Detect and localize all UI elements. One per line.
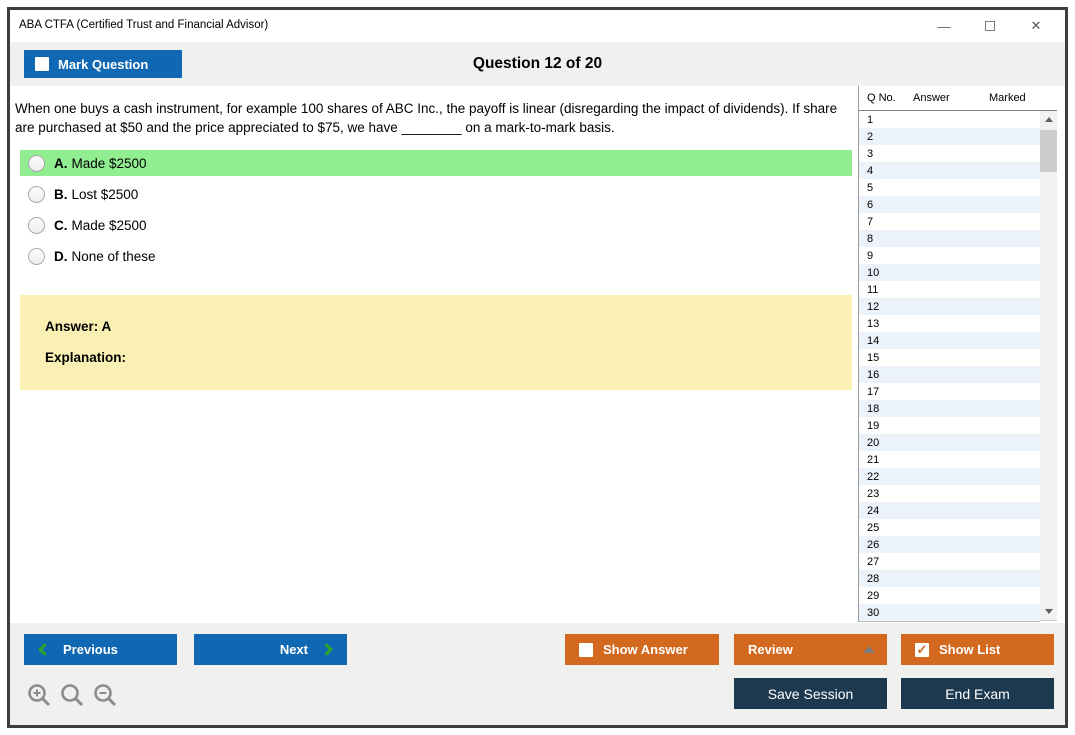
question-list-row[interactable]: 29: [867, 589, 880, 602]
footer-bar: Previous Next Show Answer Review ✓ Show …: [10, 623, 1065, 725]
question-list-row[interactable]: 17: [867, 385, 880, 398]
window-title: ABA CTFA (Certified Trust and Financial …: [19, 19, 269, 31]
options-list: A. Made $2500 B. Lost $2500 C. Made $2500 D. No…: [20, 150, 852, 274]
question-list-row[interactable]: 21: [867, 453, 880, 466]
main-area: When one buys a cash instrument, for exa…: [10, 86, 1065, 623]
review-button[interactable]: Review: [734, 634, 887, 665]
question-list-row[interactable]: 19: [867, 419, 880, 432]
answer-option[interactable]: C. Made $2500: [20, 212, 852, 238]
mark-question-checkbox[interactable]: [35, 57, 49, 71]
question-panel: When one buys a cash instrument, for exa…: [10, 86, 858, 623]
question-list-row[interactable]: 27: [867, 555, 880, 568]
option-label: A. Made $2500: [54, 155, 147, 171]
answer-option[interactable]: D. None of these: [20, 243, 852, 269]
question-list-row[interactable]: 20: [859, 434, 1040, 451]
maximize-icon: [985, 21, 995, 31]
show-list-checkbox[interactable]: ✓: [915, 642, 929, 657]
close-icon: ✕: [1030, 18, 1042, 33]
answer-text: Answer: A: [45, 319, 112, 334]
zoom-in-icon[interactable]: [26, 683, 52, 709]
scroll-up-icon[interactable]: [1040, 111, 1057, 128]
chevron-right-icon: [320, 643, 333, 656]
question-list-header: Q No. Answer Marked: [859, 86, 1057, 111]
option-label: D. None of these: [54, 248, 156, 264]
question-list-row[interactable]: 15: [867, 351, 880, 364]
col-marked: Marked: [989, 92, 1026, 104]
maximize-button[interactable]: [967, 10, 1013, 42]
question-text: When one buys a cash instrument, for exa…: [15, 101, 838, 136]
answer-explanation-box: Answer: A Explanation:: [20, 295, 852, 390]
close-button[interactable]: ✕: [1013, 10, 1059, 42]
chevron-left-icon: [38, 643, 51, 656]
zoom-out-icon[interactable]: [92, 683, 118, 709]
question-list-row[interactable]: 28: [859, 570, 1040, 587]
mark-question-button[interactable]: Mark Question: [24, 50, 182, 78]
scrollbar-thumb[interactable]: [1040, 130, 1057, 172]
zoom-reset-icon[interactable]: [59, 683, 85, 709]
option-label: C. Made $2500: [54, 217, 147, 233]
question-list-row[interactable]: 18: [859, 400, 1040, 417]
scroll-down-icon[interactable]: [1040, 603, 1057, 620]
question-list-row[interactable]: 6: [859, 196, 1040, 213]
question-list-row[interactable]: 30: [859, 604, 1040, 621]
next-button[interactable]: Next: [194, 634, 347, 665]
radio-button-icon[interactable]: [28, 154, 45, 172]
show-list-button[interactable]: ✓ Show List: [901, 634, 1054, 665]
end-exam-button[interactable]: End Exam: [901, 678, 1054, 709]
question-list-row[interactable]: 3: [867, 147, 874, 160]
col-answer: Answer: [913, 92, 950, 104]
question-list-row[interactable]: 13: [867, 317, 880, 330]
question-list-row[interactable]: 1: [867, 113, 874, 126]
show-answer-button[interactable]: Show Answer: [565, 634, 719, 665]
show-answer-checkbox[interactable]: [579, 642, 593, 657]
col-qno: Q No.: [867, 92, 896, 104]
question-list-scrollbar[interactable]: [1040, 111, 1057, 621]
question-list-row[interactable]: 2: [859, 128, 1040, 145]
question-list-row[interactable]: 14: [859, 332, 1040, 349]
question-list-body: 1 2 3 4 5 6 7 8 9 10 11 12 13 14 15 16 17 18 19 20 21 22 23 24 2…: [859, 111, 1040, 621]
chevron-up-icon: [863, 646, 875, 653]
app-window: ABA CTFA (Certified Trust and Financial …: [7, 7, 1068, 728]
question-list-row[interactable]: 25: [867, 521, 880, 534]
explanation-text: Explanation:: [45, 350, 127, 365]
question-list-row[interactable]: 9: [867, 249, 874, 262]
question-list-panel: Q No. Answer Marked 1 2 3 4 5 6 7 8 9 10 11 12 13 14 1…: [858, 86, 1057, 622]
header-strip: Question 12 of 20 Mark Question: [10, 42, 1065, 86]
question-list-row[interactable]: 5: [867, 181, 874, 194]
question-list-row[interactable]: 23: [867, 487, 880, 500]
question-list-row[interactable]: 26: [859, 536, 1040, 553]
zoom-toolbar: [26, 683, 118, 709]
question-list-row[interactable]: 11: [867, 283, 879, 296]
question-list-row[interactable]: 7: [867, 215, 874, 228]
question-list-row[interactable]: 4: [859, 162, 1040, 179]
answer-option[interactable]: B. Lost $2500: [20, 181, 852, 207]
question-list-row[interactable]: 12: [859, 298, 1040, 315]
radio-button-icon[interactable]: [28, 247, 45, 265]
option-label: B. Lost $2500: [54, 186, 139, 202]
mark-question-label: Mark Question: [58, 56, 149, 72]
save-session-button[interactable]: Save Session: [734, 678, 887, 709]
question-list-row[interactable]: 16: [859, 366, 1040, 383]
question-list-row[interactable]: 24: [859, 502, 1040, 519]
window-controls: — ✕: [921, 10, 1059, 42]
radio-button-icon[interactable]: [28, 216, 45, 234]
question-list-row[interactable]: 8: [859, 230, 1040, 247]
question-list-row[interactable]: 22: [859, 468, 1040, 485]
previous-button[interactable]: Previous: [24, 634, 177, 665]
radio-button-icon[interactable]: [28, 185, 45, 203]
answer-option[interactable]: A. Made $2500: [20, 150, 852, 176]
minimize-button[interactable]: —: [937, 18, 951, 34]
question-counter: Question 12 of 20: [472, 55, 603, 72]
title-bar: ABA CTFA (Certified Trust and Financial …: [10, 10, 1065, 42]
question-list-row[interactable]: 10: [859, 264, 1040, 281]
